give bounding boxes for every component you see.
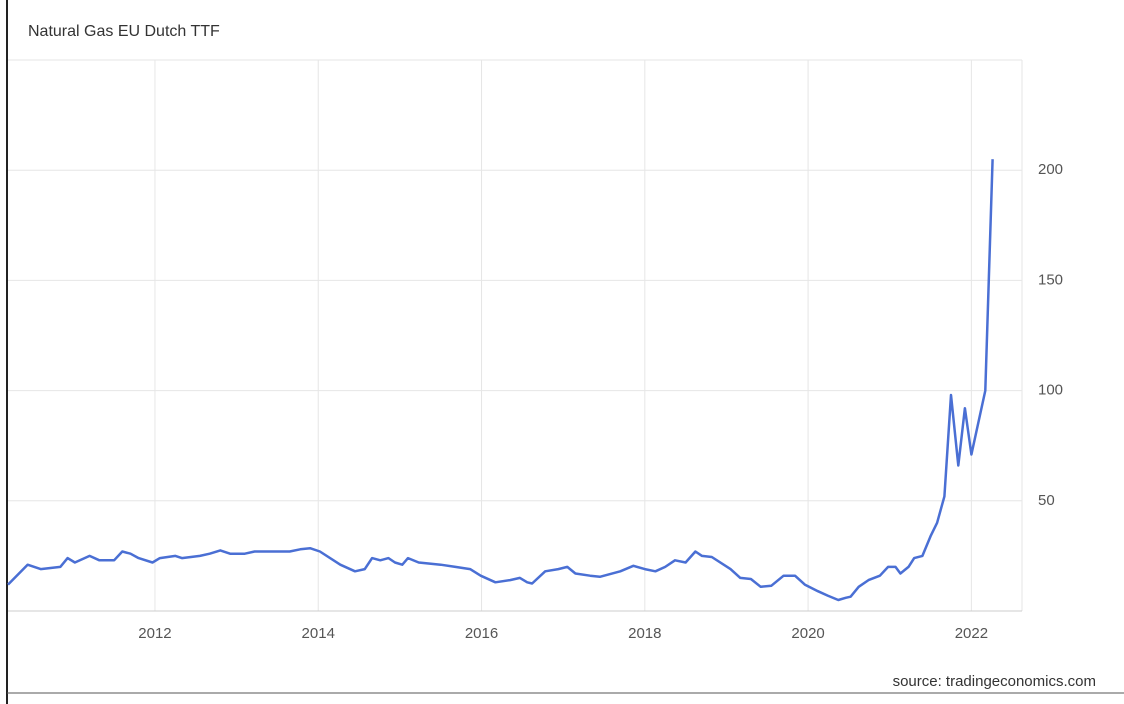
source: source: tradingeconomics.com <box>893 673 1096 690</box>
x-tick-label: 2020 <box>791 625 824 642</box>
x-tick-label: 2018 <box>628 625 661 642</box>
y-tick-label: 100 <box>1038 382 1063 399</box>
y-tick-label: 200 <box>1038 161 1063 178</box>
data-line <box>7 159 994 602</box>
x-tick-label: 2012 <box>138 625 171 642</box>
chart-title: Natural Gas EU Dutch TTF <box>28 23 220 40</box>
x-tick-label: 2022 <box>955 625 988 642</box>
x-tick-label: 2016 <box>465 625 498 642</box>
y-tick-label: 50 <box>1038 492 1055 509</box>
y-tick-label: 150 <box>1038 271 1063 288</box>
x-tick-label: 2014 <box>302 625 335 642</box>
